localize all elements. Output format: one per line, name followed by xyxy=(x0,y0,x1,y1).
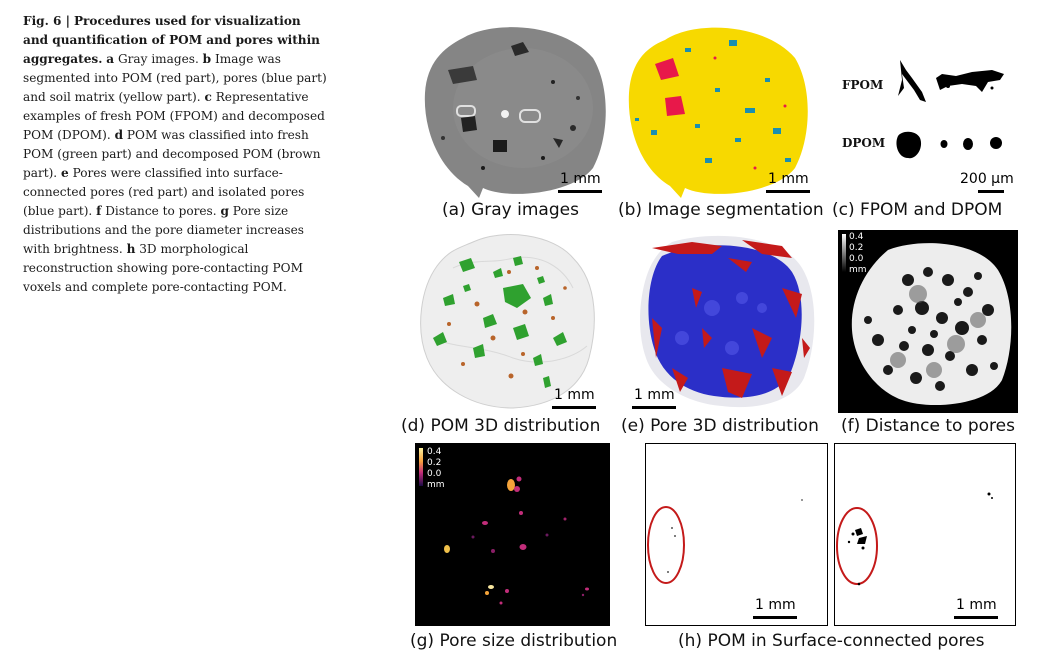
panel-c-label: (c) FPOM and DPOM xyxy=(832,200,1003,220)
panel-b-label: (b) Image segmentation xyxy=(618,200,824,220)
highlight-circle-right xyxy=(836,507,878,585)
panel-a-gray-image xyxy=(413,18,613,198)
caption-part-e: e Pores were classified into surface-con… xyxy=(23,166,305,218)
caption-part-b: b Image was segmented into POM (red part… xyxy=(23,52,327,104)
pore-size-legend-unit: mm xyxy=(427,480,445,490)
pore-size-legend-1: 0.2 xyxy=(427,458,441,468)
panel-h-right-image xyxy=(834,443,1016,626)
scale-bar-e-label: 1 mm xyxy=(634,387,675,403)
scale-bar-c-line xyxy=(978,190,1004,193)
pore-3d-render xyxy=(640,235,815,408)
scale-bar-h-right-line xyxy=(954,616,998,619)
surface-pom-left xyxy=(647,499,803,584)
fpom-dpom-shapes xyxy=(896,60,1004,159)
caption-part-a: a Gray images. xyxy=(106,52,199,66)
panel-f-distance: 0.4 0.2 0.0 mm xyxy=(838,230,1018,413)
scale-bar-d-label: 1 mm xyxy=(554,387,595,403)
segmentation-image xyxy=(628,27,808,198)
scale-bar-c-label: 200 μm xyxy=(960,171,1014,187)
scale-bar-h-left-label: 1 mm xyxy=(755,597,796,613)
panel-d-pom-3d xyxy=(413,228,603,413)
pore-size-legend-0: 0.4 xyxy=(427,447,442,457)
pore-size-map: 0.4 0.2 0.0 mm xyxy=(419,447,589,605)
highlight-circle-left xyxy=(647,506,685,584)
distance-legend-1: 0.2 xyxy=(849,243,863,253)
figure-title: Procedures used for visualization and qu… xyxy=(23,14,320,66)
panel-d-label: (d) POM 3D distribution xyxy=(401,416,601,436)
pom-3d-render xyxy=(420,234,595,409)
scale-bar-d-line xyxy=(552,406,596,409)
caption-part-c: c Representative examples of fresh POM (… xyxy=(23,90,325,142)
figure-label: Fig. 6 | xyxy=(23,14,71,28)
panel-e-label: (e) Pore 3D distribution xyxy=(621,416,819,436)
panel-c-fpom-dpom: FPOM DPOM xyxy=(832,40,1032,180)
distance-legend-bar xyxy=(842,234,846,272)
scale-bar-b-label: 1 mm xyxy=(768,171,809,187)
panel-b-segmentation xyxy=(625,18,815,198)
distance-map: 0.4 0.2 0.0 mm xyxy=(842,232,1012,406)
scale-bar-b-line xyxy=(766,190,810,193)
panel-h-label: (h) POM in Surface-connected pores xyxy=(678,631,985,651)
scale-bar-a-label: 1 mm xyxy=(560,171,601,187)
scale-bar-h-left-line xyxy=(753,616,797,619)
panel-g-label: (g) Pore size distribution xyxy=(410,631,618,651)
pore-size-legend-bar xyxy=(419,448,423,486)
panel-a-label: (a) Gray images xyxy=(442,200,579,220)
surface-pom-right xyxy=(836,492,993,586)
fpom-label: FPOM xyxy=(842,78,884,92)
panel-h-left-image xyxy=(645,443,828,626)
panel-f-label: (f) Distance to pores xyxy=(841,416,1015,436)
panel-g-pore-size: 0.4 0.2 0.0 mm xyxy=(415,443,610,626)
distance-legend-unit: mm xyxy=(849,265,867,275)
caption-part-h: h 3D morphological reconstruction showin… xyxy=(23,242,303,294)
caption-part-g: g Pore size distributions and the pore d… xyxy=(23,204,304,256)
caption-part-f: f Distance to pores. xyxy=(96,204,217,218)
scale-bar-h-right-label: 1 mm xyxy=(956,597,997,613)
panel-e-pore-3d xyxy=(632,228,827,413)
caption-part-d: d POM was classified into fresh POM (gre… xyxy=(23,128,321,180)
distance-legend-0: 0.4 xyxy=(849,232,864,242)
scale-bar-e-line xyxy=(632,406,676,409)
pore-size-legend-2: 0.0 xyxy=(427,469,442,479)
figure-caption: Fig. 6 | Procedures used for visualizati… xyxy=(23,12,328,297)
scale-bar-a-line xyxy=(558,190,602,193)
distance-legend-2: 0.0 xyxy=(849,254,864,264)
dpom-label: DPOM xyxy=(842,136,886,150)
gray-aggregate-image xyxy=(424,27,606,198)
